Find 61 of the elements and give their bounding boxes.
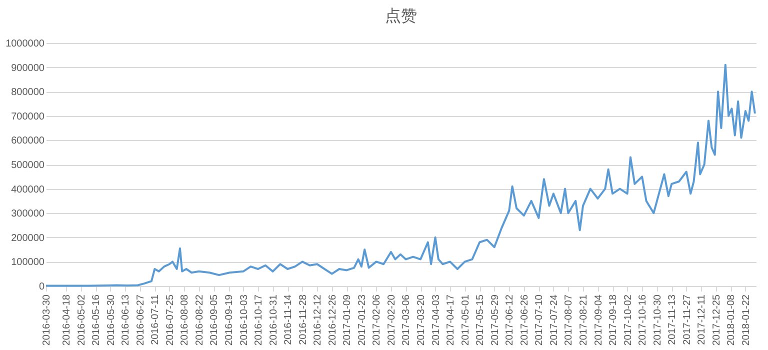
y-tick-label: 400000 bbox=[11, 184, 45, 196]
x-tick-label: 2017-02-20 bbox=[386, 294, 398, 346]
y-tick-label: 100000 bbox=[11, 257, 45, 268]
x-tick-label: 2016-08-08 bbox=[180, 294, 191, 346]
x-tick-label: 2018-01-08 bbox=[726, 294, 738, 346]
x-tick-label: 2016-08-22 bbox=[194, 294, 206, 346]
line-series bbox=[45, 64, 756, 287]
x-tick-label: 2017-08-21 bbox=[578, 294, 590, 346]
x-tick-label: 2017-01-09 bbox=[342, 294, 354, 346]
x-tick-label: 2017-09-04 bbox=[593, 294, 604, 346]
x-tick-label: 2017-02-06 bbox=[372, 294, 383, 346]
x-tick-label: 2016-06-13 bbox=[120, 294, 132, 346]
x-tick-label: 2017-04-03 bbox=[430, 294, 442, 346]
x-tick-label: 2017-08-07 bbox=[564, 294, 575, 346]
x-tick-label: 2016-05-16 bbox=[91, 294, 102, 346]
x-tick-label: 2016-12-12 bbox=[312, 294, 324, 346]
x-tick-label: 2016-10-31 bbox=[268, 294, 280, 346]
x-tick-label: 2017-05-15 bbox=[475, 294, 486, 346]
y-tick-label: 700000 bbox=[11, 111, 45, 122]
y-tick-label: 500000 bbox=[11, 160, 45, 171]
x-tick-label: 2016-05-30 bbox=[106, 294, 117, 346]
y-tick-label: 300000 bbox=[11, 208, 45, 220]
y-tick-label: 900000 bbox=[11, 62, 45, 74]
chart-title: 点赞 bbox=[385, 7, 417, 25]
x-tick-label: 2016-10-17 bbox=[254, 294, 265, 346]
x-tick-label: 2017-11-27 bbox=[682, 294, 693, 345]
y-tick-label: 800000 bbox=[11, 87, 45, 98]
y-tick-label: 1000000 bbox=[6, 38, 45, 50]
x-tick-label: 2016-07-25 bbox=[164, 294, 176, 346]
y-tick-label: 600000 bbox=[11, 136, 45, 147]
x-tick-label: 2016-09-05 bbox=[209, 294, 220, 346]
x-tick-label: 2017-05-29 bbox=[490, 294, 501, 346]
x-tick-label: 2016-04-18 bbox=[62, 294, 73, 346]
x-tick-label: 2017-10-30 bbox=[652, 294, 664, 346]
x-tick-label: 2016-05-02 bbox=[76, 294, 88, 346]
x-tick-label: 2017-07-24 bbox=[548, 294, 560, 346]
x-tick-label: 2016-09-19 bbox=[224, 294, 236, 346]
x-tick-label: 2016-11-14 bbox=[283, 294, 294, 345]
x-tick-label: 2016-06-27 bbox=[135, 294, 146, 346]
x-tick-label: 2017-11-13 bbox=[667, 294, 678, 345]
x-tick-label: 2016-07-11 bbox=[150, 294, 162, 345]
x-tick-label: 2016-03-30 bbox=[42, 294, 52, 346]
x-tick-label: 2017-09-18 bbox=[608, 294, 620, 346]
x-tick-label: 2018-01-22 bbox=[740, 294, 752, 346]
x-tick-label: 2016-10-03 bbox=[238, 294, 250, 346]
x-tick-label: 2017-01-23 bbox=[356, 294, 368, 346]
x-tick-label: 2016-11-28 bbox=[298, 294, 309, 345]
x-tick-label: 2017-07-10 bbox=[534, 294, 546, 346]
x-tick-label: 2017-12-25 bbox=[711, 294, 722, 346]
y-tick-label: 200000 bbox=[11, 232, 45, 244]
x-tick-label: 2017-06-12 bbox=[504, 294, 516, 346]
x-tick-label: 2017-04-17 bbox=[446, 294, 457, 346]
x-tick-label: 2017-03-06 bbox=[401, 294, 412, 346]
x-tick-label: 2017-12-11 bbox=[696, 294, 708, 345]
x-tick-label: 2017-05-01 bbox=[460, 294, 472, 346]
y-tick-label: 0 bbox=[38, 282, 45, 292]
x-tick-label: 2017-10-02 bbox=[622, 294, 634, 346]
x-tick-label: 2017-06-26 bbox=[519, 294, 530, 346]
x-tick-label: 2017-10-16 bbox=[638, 294, 649, 346]
x-tick-label: 2016-12-26 bbox=[327, 294, 338, 346]
x-tick-label: 2017-03-20 bbox=[416, 294, 428, 346]
